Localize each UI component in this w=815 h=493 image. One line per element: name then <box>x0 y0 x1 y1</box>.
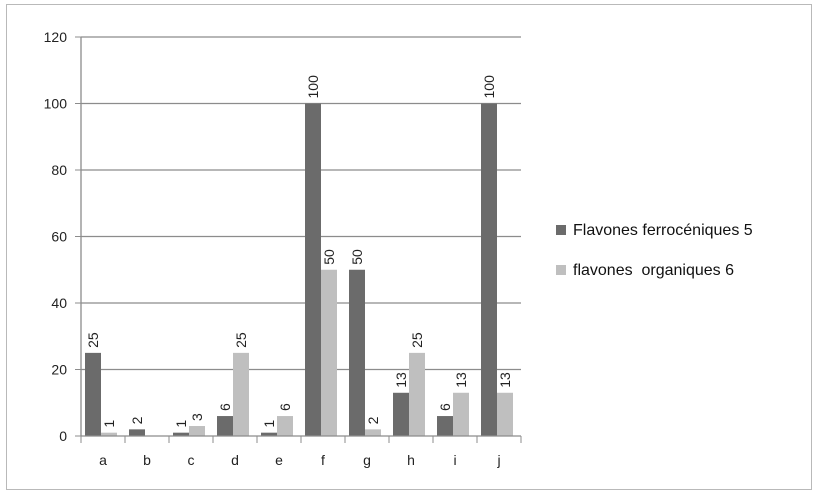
data-label: 2 <box>129 416 145 424</box>
bar-series-2-e <box>277 416 293 436</box>
y-tick-label: 20 <box>51 362 67 378</box>
bar-series-1-a <box>85 352 101 436</box>
x-axis-ticks: a b c d e f g h i j <box>80 436 522 468</box>
bar-series-1-c <box>173 432 189 436</box>
data-label: 1 <box>173 420 189 428</box>
x-tick-label: g <box>363 452 371 468</box>
data-label: 100 <box>481 75 497 99</box>
data-label: 2 <box>365 416 381 424</box>
data-label: 13 <box>497 372 513 388</box>
data-label: 3 <box>189 413 205 421</box>
bar-series-1-j <box>481 103 497 436</box>
y-tick-label: 80 <box>51 162 67 178</box>
bar-series-2-d <box>233 352 249 436</box>
bar-series-2-c <box>189 426 205 436</box>
legend: Flavones ferrocéniques 5 flavones organiq… <box>556 222 753 279</box>
data-label: 50 <box>321 249 337 265</box>
data-label: 1 <box>101 420 117 428</box>
x-tick-label: f <box>321 452 325 468</box>
y-tick-label: 120 <box>44 29 68 45</box>
data-label: 25 <box>85 332 101 348</box>
data-label: 100 <box>305 75 321 99</box>
bar-series-2-g <box>365 429 381 436</box>
x-tick-label: i <box>453 452 456 468</box>
x-tick-label: c <box>188 452 195 468</box>
gridlines <box>81 36 521 371</box>
y-tick-label: 100 <box>44 96 68 112</box>
bar-series-1-b <box>129 429 145 436</box>
bar-series-1-i <box>437 416 453 436</box>
bars <box>85 103 513 436</box>
y-tick-label: 60 <box>51 229 67 245</box>
legend-swatch <box>556 225 566 235</box>
x-tick-label: d <box>231 452 239 468</box>
x-tick-label: j <box>496 452 500 468</box>
bar-series-2-i <box>453 392 469 436</box>
bar-series-1-e <box>261 432 277 436</box>
y-axis-ticks: 0 20 40 60 80 100 120 <box>44 29 81 444</box>
bar-series-1-f <box>305 103 321 436</box>
y-tick-label: 0 <box>59 428 67 444</box>
data-label: 25 <box>233 332 249 348</box>
data-label: 6 <box>217 403 233 411</box>
x-tick-label: h <box>407 452 415 468</box>
legend-label: flavones organiques 6 <box>573 262 734 279</box>
bar-series-1-h <box>393 392 409 436</box>
bar-series-2-h <box>409 352 425 436</box>
bar-series-1-d <box>217 416 233 436</box>
bar-series-2-a <box>101 432 117 436</box>
data-label: 25 <box>409 332 425 348</box>
bar-series-1-g <box>349 269 365 436</box>
x-tick-label: a <box>99 452 107 468</box>
legend-swatch <box>556 265 566 275</box>
data-label: 50 <box>349 249 365 265</box>
data-label: 13 <box>393 372 409 388</box>
data-label: 1 <box>261 420 277 428</box>
x-tick-label: b <box>143 452 151 468</box>
bar-series-2-f <box>321 269 337 436</box>
y-tick-label: 40 <box>51 295 67 311</box>
legend-label: Flavones ferrocéniques 5 <box>573 222 753 239</box>
data-label: 6 <box>277 403 293 411</box>
x-tick-label: e <box>275 452 283 468</box>
data-label: 6 <box>437 403 453 411</box>
data-label: 13 <box>453 372 469 388</box>
bar-series-2-j <box>497 392 513 436</box>
